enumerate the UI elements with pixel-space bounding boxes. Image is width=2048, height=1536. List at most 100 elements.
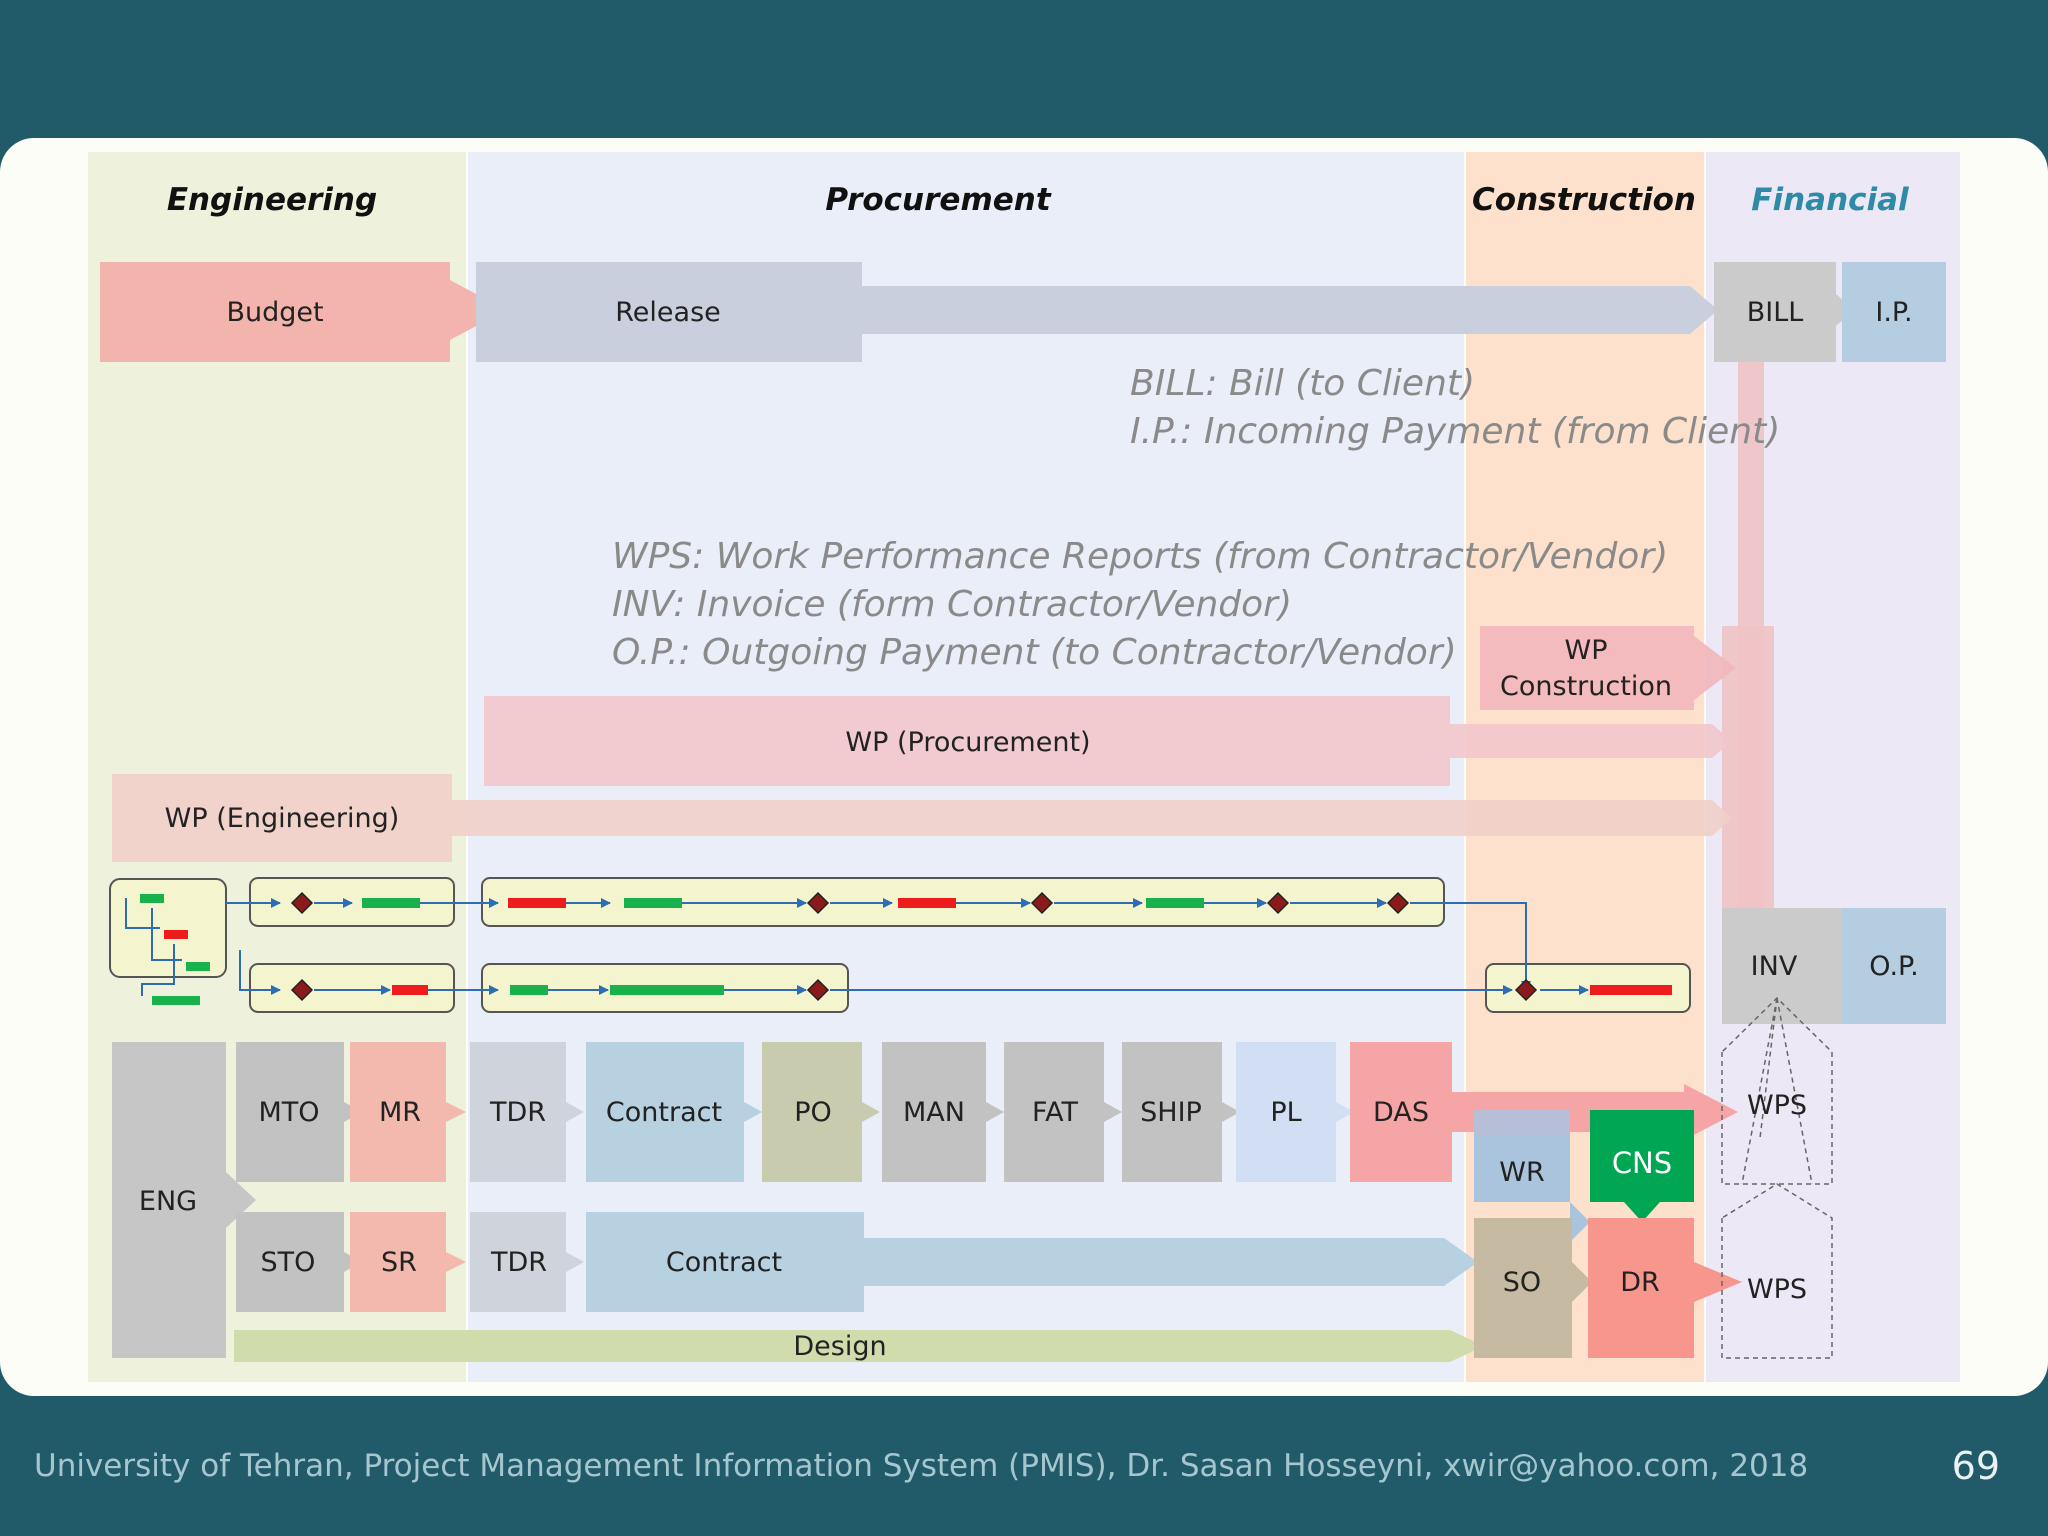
step-fat bbox=[1004, 1042, 1122, 1182]
step-label-man: MAN bbox=[903, 1097, 965, 1128]
budget-label: Budget bbox=[226, 297, 323, 328]
release-arrow bbox=[476, 262, 1718, 362]
task-bar bbox=[392, 985, 428, 995]
budget-arrow bbox=[100, 262, 506, 362]
footer-credit: University of Tehran, Project Management… bbox=[34, 1448, 1809, 1484]
thumbnail-links bbox=[125, 898, 182, 996]
step-label-fat: FAT bbox=[1032, 1097, 1078, 1128]
task-bar bbox=[1590, 985, 1672, 995]
task-bar bbox=[362, 898, 420, 908]
so-label: SO bbox=[1503, 1267, 1541, 1298]
cns-block bbox=[1590, 1110, 1694, 1222]
step-po bbox=[762, 1042, 880, 1182]
task-bar bbox=[508, 898, 566, 908]
step-sr bbox=[350, 1212, 466, 1312]
thumbnail-task bbox=[164, 930, 188, 939]
ip-label: I.P. bbox=[1875, 297, 1912, 328]
step-ship bbox=[1122, 1042, 1240, 1182]
incoming-payment-box bbox=[1842, 262, 1946, 362]
wps-pentagon-1 bbox=[1721, 996, 1833, 1185]
step-label-ship: SHIP bbox=[1140, 1097, 1202, 1128]
engineering-header: Engineering bbox=[167, 182, 377, 218]
step-label-mto: MTO bbox=[258, 1097, 319, 1128]
task-bar bbox=[624, 898, 682, 908]
design-label: Design bbox=[793, 1331, 886, 1362]
step-label-contract: Contract bbox=[666, 1247, 782, 1278]
milestone-marker bbox=[290, 978, 314, 1002]
bill-label: BILL bbox=[1747, 297, 1804, 328]
wr-label: WR bbox=[1499, 1157, 1544, 1188]
thumbnail-task bbox=[152, 996, 200, 1005]
wps-pentagon-2 bbox=[1721, 1183, 1833, 1359]
invoice-arrow bbox=[1722, 908, 1860, 1024]
step-mr bbox=[350, 1042, 466, 1182]
milestone-marker bbox=[290, 891, 314, 915]
step-tdr-1 bbox=[470, 1042, 584, 1182]
wps-label-2: WPS bbox=[1747, 1274, 1807, 1305]
construction-header: Construction bbox=[1472, 182, 1696, 218]
step-man bbox=[882, 1042, 1004, 1182]
wp-procurement-label: WP (Procurement) bbox=[845, 727, 1090, 758]
wp-construction-arrow bbox=[1480, 626, 1736, 710]
procurement-header: Procurement bbox=[825, 182, 1052, 218]
wp-engineering-label: WP (Engineering) bbox=[165, 803, 400, 834]
step-label-das: DAS bbox=[1373, 1097, 1429, 1128]
task-bar bbox=[510, 985, 548, 995]
step-contract-1 bbox=[586, 1042, 762, 1182]
schedule-link bbox=[239, 950, 281, 995]
step-label-po: PO bbox=[794, 1097, 832, 1128]
schedule-thumbnail bbox=[109, 878, 227, 978]
release-label: Release bbox=[615, 297, 721, 328]
step-pl bbox=[1236, 1042, 1354, 1182]
bill-to-client-arrow bbox=[1714, 262, 1854, 362]
step-label-sr: SR bbox=[381, 1247, 417, 1278]
inv-label: INV bbox=[1751, 951, 1798, 982]
note-ip: I.P.: Incoming Payment (from Client) bbox=[1130, 411, 1780, 452]
milestone-marker bbox=[1386, 891, 1410, 915]
step-contract-2 bbox=[586, 1212, 1478, 1312]
step-label-mr: MR bbox=[379, 1097, 421, 1128]
eng-block bbox=[112, 1042, 226, 1358]
page-number: 69 bbox=[1951, 1444, 2000, 1488]
schedule-network bbox=[109, 877, 1691, 1013]
op-label: O.P. bbox=[1869, 951, 1918, 982]
step-label-pl: PL bbox=[1270, 1097, 1301, 1128]
step-label-tdr: TDR bbox=[490, 1247, 547, 1278]
task-bar bbox=[1146, 898, 1204, 908]
cns-label: CNS bbox=[1612, 1146, 1672, 1180]
note-op: O.P.: Outgoing Payment (to Contractor/Ve… bbox=[612, 632, 1457, 673]
milestone-marker bbox=[806, 978, 830, 1002]
note-bill: BILL: Bill (to Client) bbox=[1130, 363, 1475, 404]
dr-block bbox=[1588, 1218, 1742, 1358]
wps-label-1: WPS bbox=[1747, 1090, 1807, 1121]
step-label-tdr: TDR bbox=[489, 1097, 546, 1128]
schedule-link bbox=[1410, 902, 1531, 991]
wp-construction-label-1: WP bbox=[1565, 635, 1608, 666]
wp-procurement-arrow bbox=[484, 696, 1732, 786]
step-mto bbox=[236, 1042, 362, 1182]
eng-label: ENG bbox=[139, 1186, 197, 1217]
thumbnail-task bbox=[186, 962, 210, 971]
wr-block-body bbox=[1474, 1136, 1570, 1202]
process-diagram: Engineering Procurement Construction Fin… bbox=[88, 152, 1960, 1382]
step-label-sto: STO bbox=[261, 1247, 316, 1278]
step-sto bbox=[236, 1212, 362, 1312]
dr-label: DR bbox=[1620, 1267, 1660, 1298]
eng-arrow-tip bbox=[226, 1172, 256, 1228]
wr-block-top bbox=[1474, 1110, 1570, 1136]
financial-header: Financial bbox=[1751, 182, 1909, 218]
wps-link-lines bbox=[1741, 997, 1813, 1185]
wp-engineering-arrow bbox=[112, 774, 1732, 862]
milestone-marker bbox=[1030, 891, 1054, 915]
milestone-marker bbox=[1514, 978, 1538, 1002]
so-block bbox=[1474, 1218, 1592, 1358]
task-bar bbox=[610, 985, 724, 995]
milestone-marker bbox=[1266, 891, 1290, 915]
thumbnail-task bbox=[140, 894, 164, 903]
note-inv: INV: Invoice (form Contractor/Vendor) bbox=[612, 584, 1292, 625]
task-bar bbox=[898, 898, 956, 908]
step-label-contract: Contract bbox=[606, 1097, 722, 1128]
slide-panel: Engineering Procurement Construction Fin… bbox=[0, 138, 2048, 1396]
design-arrow bbox=[234, 1330, 1484, 1362]
outgoing-payment-box bbox=[1842, 908, 1946, 1024]
